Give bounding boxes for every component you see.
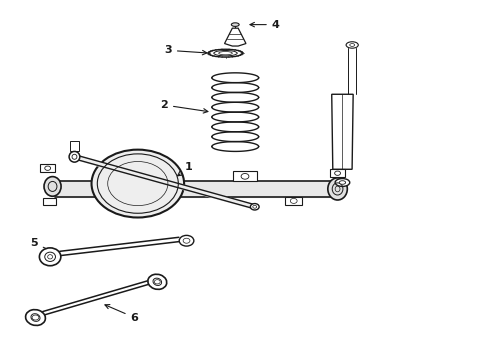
Ellipse shape (231, 23, 239, 26)
Ellipse shape (148, 274, 167, 289)
Circle shape (179, 235, 194, 246)
Ellipse shape (39, 248, 61, 266)
Text: 4: 4 (250, 19, 280, 30)
Text: 1: 1 (177, 162, 193, 176)
Ellipse shape (328, 178, 347, 200)
Text: 6: 6 (105, 305, 138, 323)
Bar (70, 141, 79, 152)
Bar (43, 198, 56, 205)
Ellipse shape (350, 44, 355, 46)
Text: 5: 5 (30, 238, 57, 254)
Polygon shape (224, 28, 246, 46)
Ellipse shape (208, 49, 243, 57)
Ellipse shape (250, 203, 259, 210)
Bar (233, 171, 257, 181)
Ellipse shape (69, 152, 80, 162)
Circle shape (335, 171, 341, 175)
Ellipse shape (92, 150, 184, 217)
Ellipse shape (339, 181, 345, 184)
Text: 3: 3 (164, 45, 207, 55)
Circle shape (241, 174, 249, 179)
Ellipse shape (44, 177, 61, 196)
Bar (40, 164, 55, 172)
Ellipse shape (335, 179, 350, 186)
Ellipse shape (25, 310, 46, 325)
Bar (330, 169, 345, 177)
Text: 2: 2 (160, 100, 208, 113)
Ellipse shape (346, 42, 358, 48)
Circle shape (290, 198, 297, 203)
Polygon shape (332, 94, 353, 169)
Bar (285, 197, 302, 205)
Circle shape (45, 166, 50, 170)
